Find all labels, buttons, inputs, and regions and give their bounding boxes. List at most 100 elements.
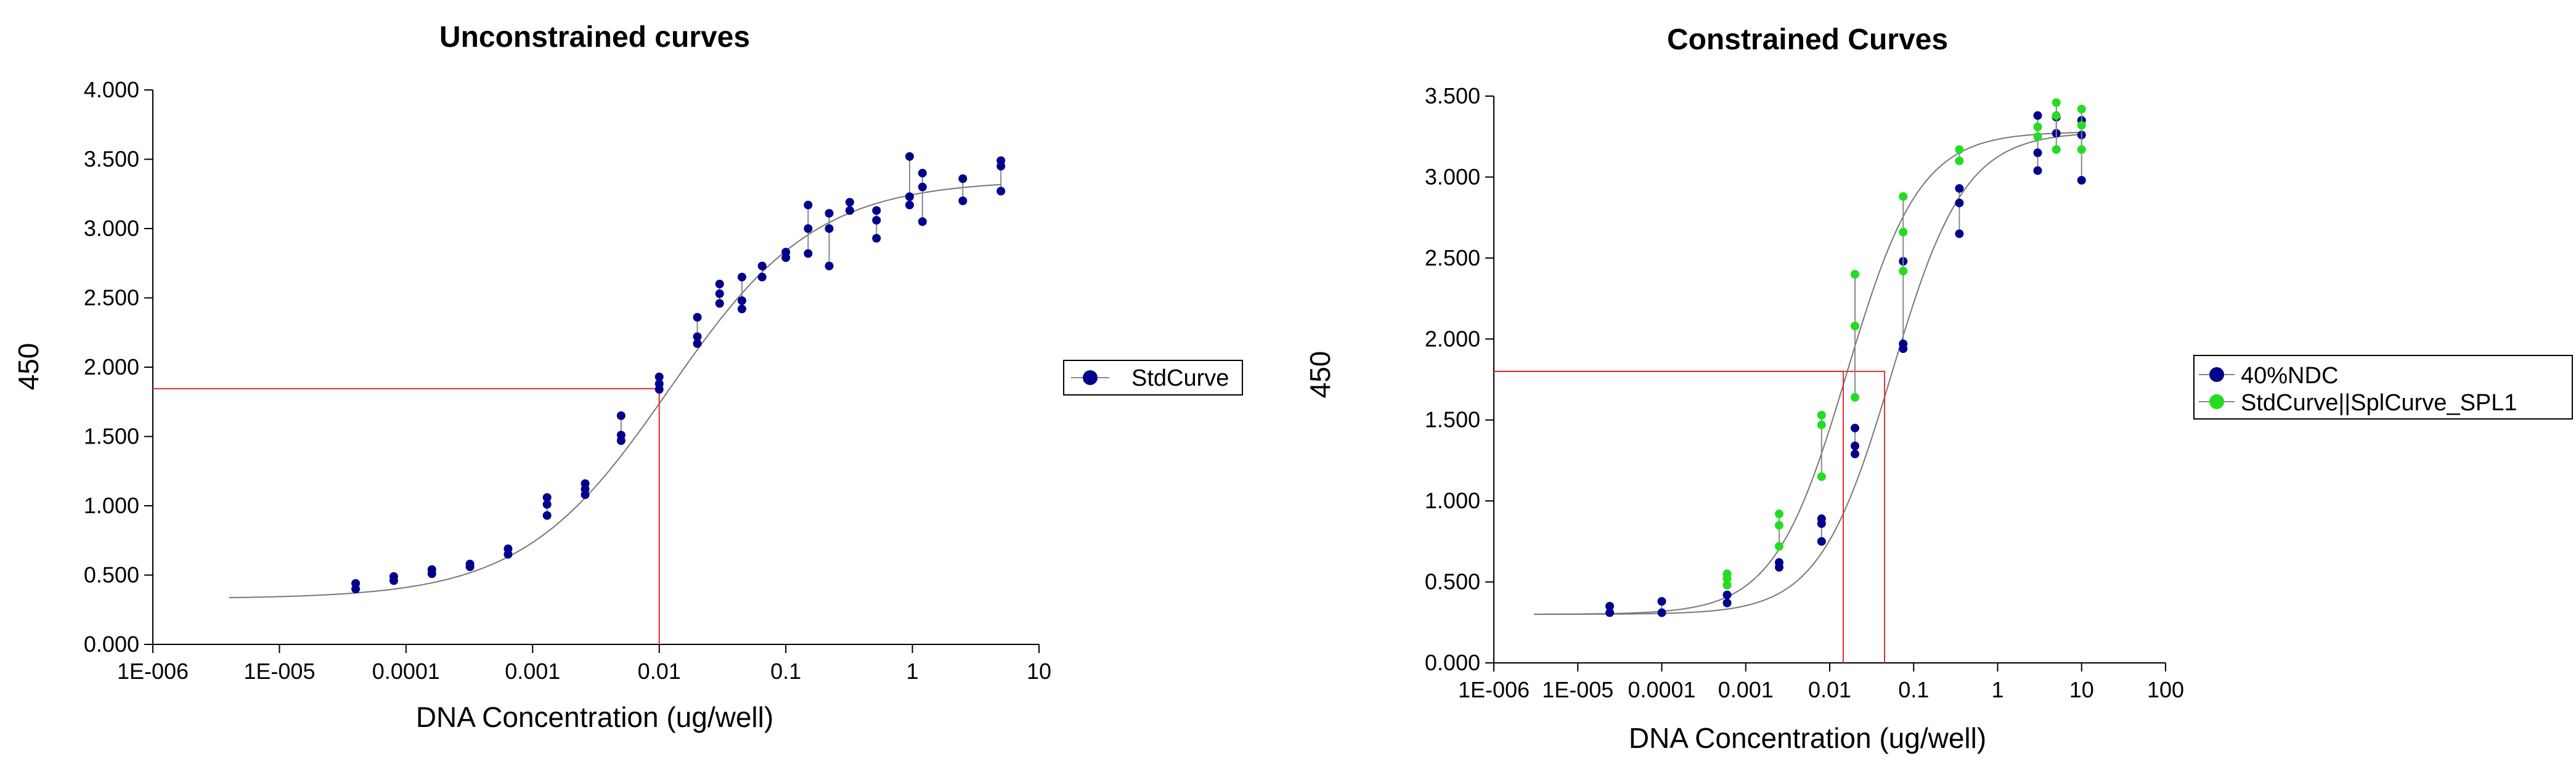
data-point — [804, 249, 813, 258]
data-point — [715, 280, 724, 288]
y-tick-label: 3.000 — [1425, 164, 1480, 189]
y-tick-label: 3.500 — [1425, 83, 1480, 108]
y-tick-label: 0.000 — [1425, 650, 1480, 675]
data-point — [542, 493, 552, 502]
data-point — [1955, 198, 1964, 208]
data-point — [1774, 509, 1783, 519]
data-point — [1817, 537, 1826, 546]
data-point — [997, 156, 1006, 165]
data-point — [693, 339, 702, 348]
x-tick-label: 0.01 — [638, 659, 681, 684]
reference-line — [1494, 370, 1885, 663]
data-point — [757, 261, 767, 270]
data-point — [2077, 105, 2086, 114]
legend-box — [2193, 355, 2573, 420]
y-tick-label: 2.500 — [1425, 245, 1480, 270]
data-point — [2077, 145, 2086, 154]
y-tick-label: 3.500 — [84, 147, 139, 172]
data-point — [1817, 514, 1826, 524]
x-tick-label: 1E-005 — [1542, 677, 1613, 702]
data-point — [1851, 441, 1860, 450]
data-point — [1817, 410, 1826, 420]
data-point — [845, 198, 854, 207]
data-point — [465, 559, 475, 569]
x-tick-label: 10 — [2069, 677, 2094, 702]
data-point — [389, 572, 398, 581]
data-point — [804, 200, 813, 209]
data-point — [581, 479, 590, 488]
y-tick-label: 3.000 — [84, 216, 139, 241]
x-tick-label: 1E-006 — [1458, 677, 1530, 702]
chart-panel-unconstrained: Unconstrained curves DNA Concentration (… — [12, 21, 1243, 733]
data-point — [905, 192, 914, 201]
data-point — [1657, 597, 1666, 606]
data-point — [2052, 98, 2061, 107]
data-point — [997, 187, 1006, 196]
data-point — [1899, 227, 1908, 237]
data-point — [503, 544, 513, 553]
data-point — [1722, 598, 1732, 607]
data-point — [2077, 176, 2086, 185]
data-point — [918, 217, 927, 226]
data-point — [1774, 558, 1783, 567]
y-tick-label: 2.000 — [1425, 326, 1480, 351]
x-axis-label: DNA Concentration (ug/well) — [1629, 722, 1986, 754]
plot-area: 1E-006 1E-005 0.0001 0.001 0.01 0.1 1 10 0.000 0.… — [84, 77, 1051, 684]
data-point — [905, 200, 914, 209]
data-point — [737, 272, 746, 282]
chart-title: Unconstrained curves — [439, 21, 750, 54]
plot-area: 1E-006 1E-005 0.0001 0.001 0.01 0.1 1 10 100 0.00… — [1425, 83, 2184, 702]
x-tick-label: 0.001 — [1718, 677, 1774, 702]
chart-panel-constrained: Constrained Curves DNA Concentration (ug… — [1288, 0, 2576, 767]
x-tick-label: 0.1 — [770, 659, 801, 684]
data-point — [693, 332, 702, 341]
data-point — [737, 304, 746, 314]
data-point — [2052, 111, 2061, 120]
data-point — [1774, 521, 1783, 530]
data-point — [958, 197, 968, 205]
data-point — [1955, 145, 1964, 154]
reference-line — [1494, 370, 1844, 663]
x-tick-label: 0.1 — [1898, 677, 1929, 702]
data-point — [427, 565, 436, 574]
data-point — [1774, 542, 1783, 551]
chart-title: Constrained Curves — [1667, 23, 1948, 56]
x-axis-label: DNA Concentration (ug/well) — [416, 701, 773, 733]
y-tick-label: 1.500 — [1425, 407, 1480, 432]
data-point — [825, 261, 834, 270]
data-point — [2052, 145, 2061, 154]
data-point — [2033, 148, 2042, 157]
data-point — [654, 379, 664, 388]
data-point — [693, 313, 702, 322]
x-tick-label: 0.01 — [1808, 677, 1851, 702]
legend-label: StdCurve — [1131, 365, 1229, 391]
x-tick-label: 0.001 — [505, 659, 560, 684]
y-axis-label: 450 — [12, 343, 44, 391]
legend-marker — [1083, 370, 1098, 385]
reference-line — [153, 388, 660, 644]
data-point — [715, 289, 724, 298]
x-tick-label: 1 — [1991, 677, 2003, 702]
y-tick-label: 2.000 — [84, 354, 139, 379]
data-point — [616, 431, 626, 440]
fit-curve — [1534, 132, 2082, 615]
data-point — [918, 182, 927, 192]
data-point — [872, 206, 881, 215]
y-tick-label: 1.500 — [84, 424, 139, 449]
data-point — [1955, 229, 1964, 238]
x-tick-label: 1 — [907, 659, 919, 684]
data-point — [918, 169, 927, 177]
fit-curve — [1534, 134, 2082, 615]
data-point — [2033, 122, 2042, 131]
x-tick-label: 1E-005 — [243, 659, 315, 684]
data-point — [1722, 580, 1732, 590]
data-point — [2033, 166, 2042, 175]
y-tick-label: 0.000 — [84, 631, 139, 657]
y-tick-label: 0.500 — [84, 562, 139, 588]
y-tick-label: 1.000 — [84, 493, 139, 518]
y-tick-label: 1.000 — [1425, 488, 1480, 513]
data-point — [1899, 339, 1908, 349]
data-point — [542, 511, 552, 520]
data-point — [825, 209, 834, 218]
data-point — [757, 272, 767, 282]
